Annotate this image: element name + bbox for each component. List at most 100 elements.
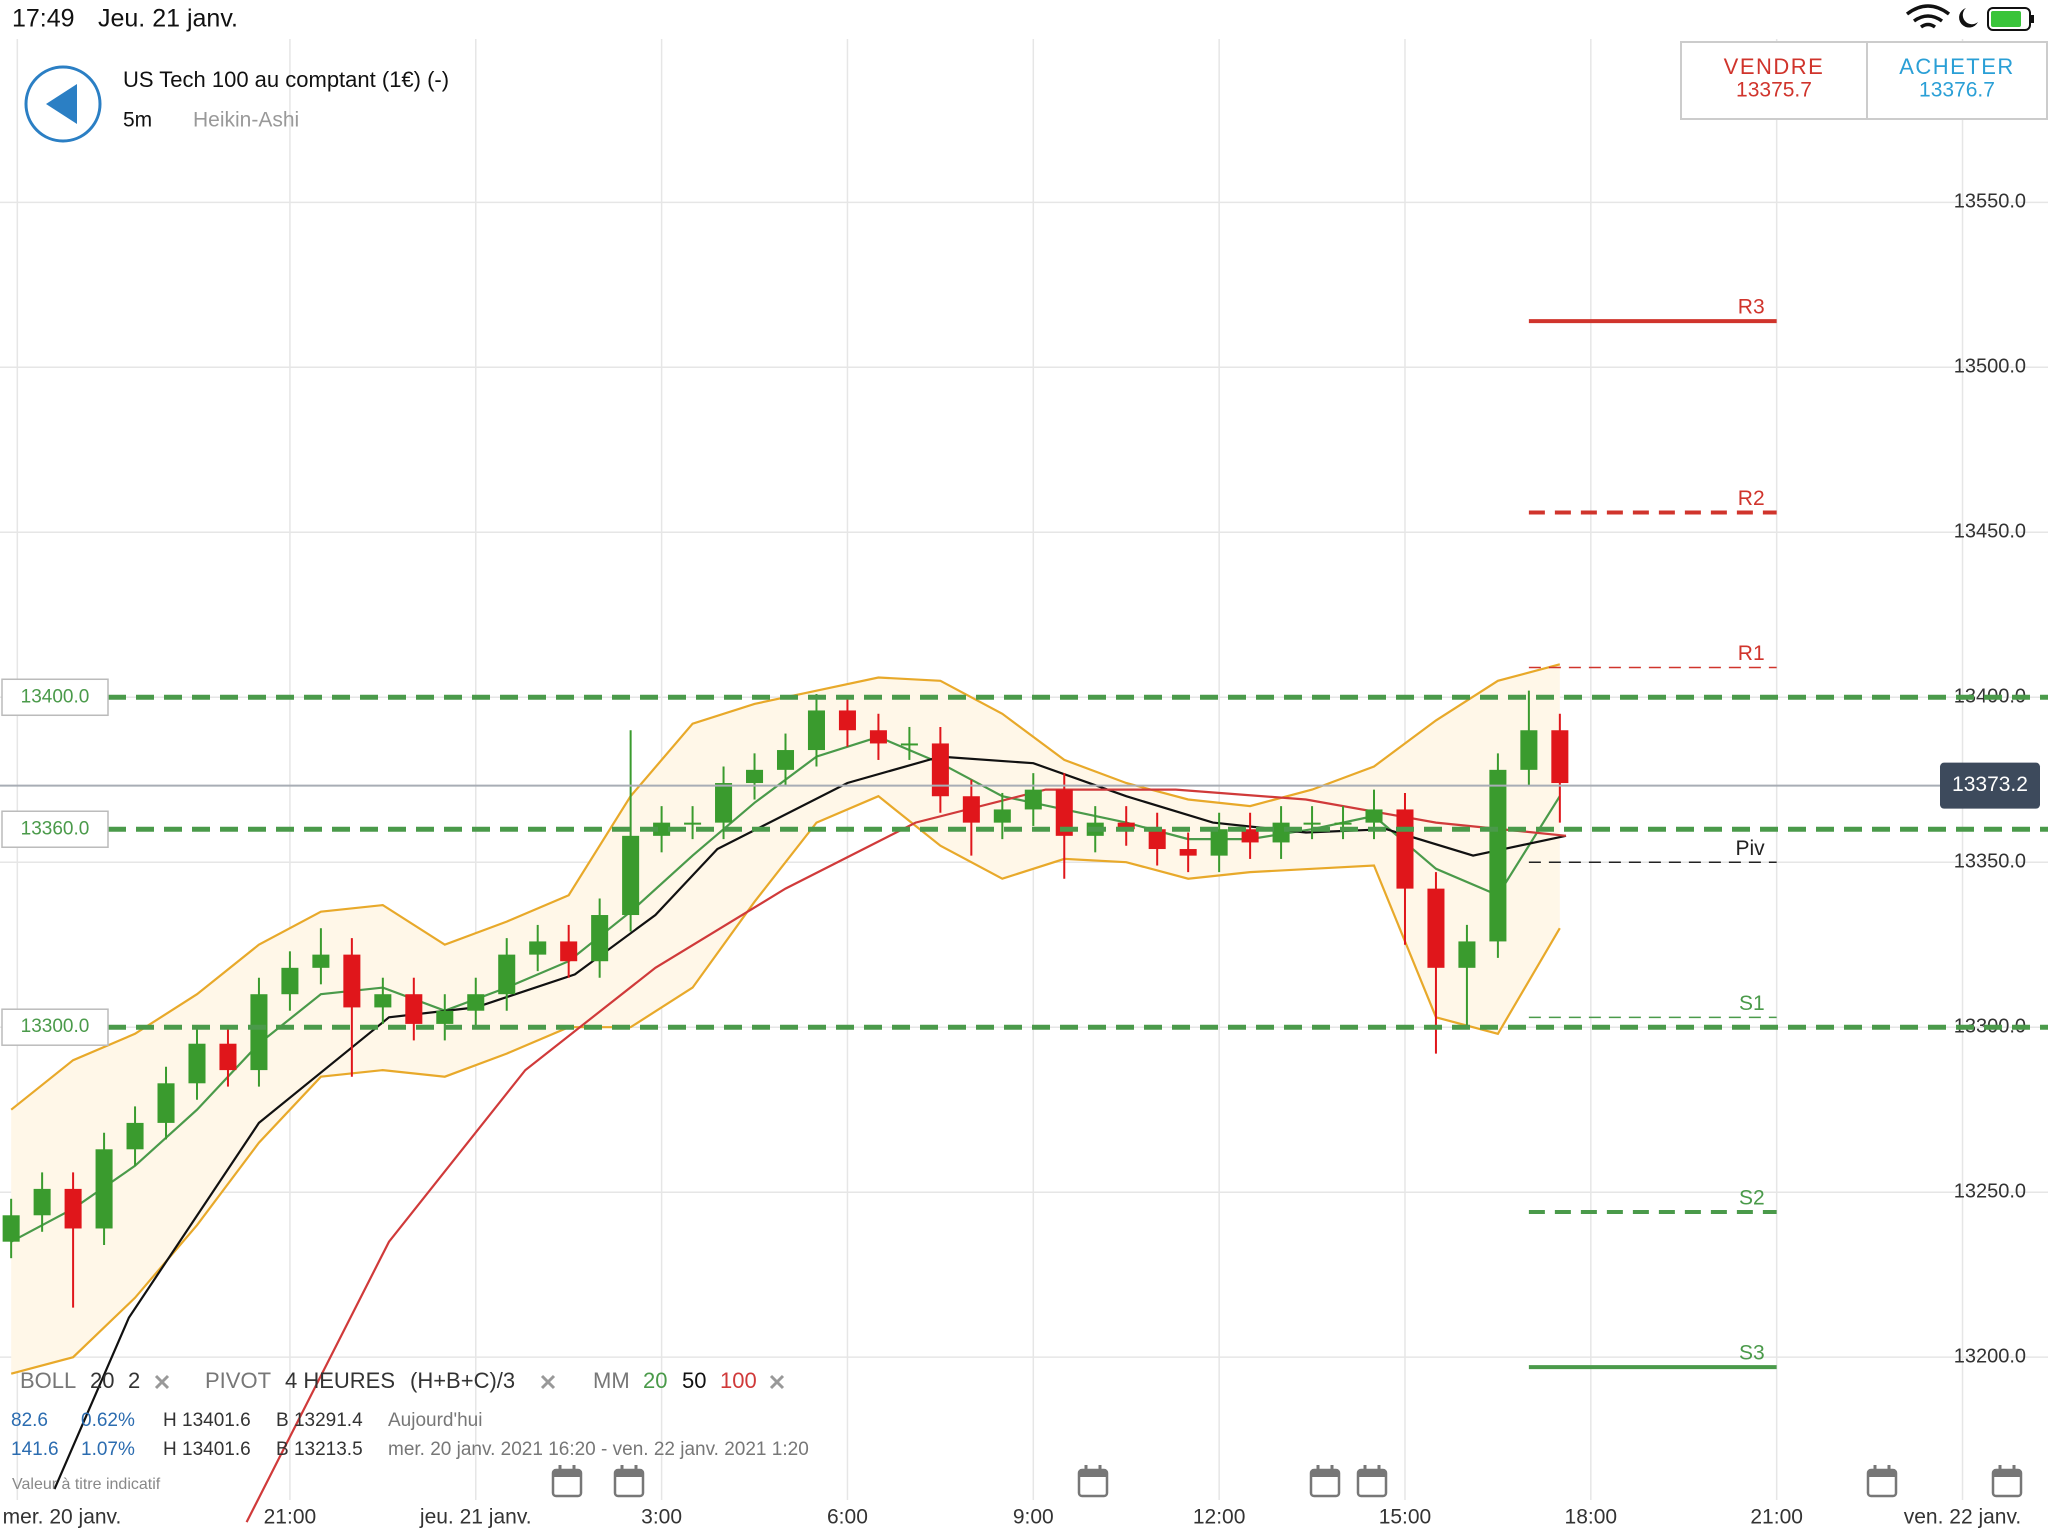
x-tick-label: 18:00 [1565, 1506, 1618, 1529]
boll-label[interactable]: BOLL [20, 1368, 76, 1393]
remove-mm[interactable] [769, 1374, 785, 1390]
bollinger-fill [11, 664, 1560, 1374]
battery-tip [2031, 15, 2034, 23]
back-button[interactable] [24, 65, 102, 143]
pivot-formula: (H+B+C)/3 [410, 1368, 515, 1393]
x-tick-label: 3:00 [641, 1506, 682, 1529]
timeframe[interactable]: 5m [123, 109, 152, 132]
calendar-rings[interactable] [1316, 1465, 1334, 1473]
candle-body [529, 941, 547, 955]
pivot-label: S2 [1739, 1187, 1765, 1210]
remove-pivot[interactable] [540, 1374, 556, 1390]
info-low: B 13213.5 [276, 1439, 363, 1460]
mm-legend-entry[interactable]: 100 [720, 1368, 757, 1393]
x-tick-label: 21:00 [1750, 1506, 1803, 1529]
candle-body [219, 1043, 237, 1071]
calendar-icon[interactable] [1077, 1465, 1109, 1498]
wifi-icon [1905, 4, 1951, 29]
pivot-label: S3 [1739, 1342, 1765, 1365]
calendar-top[interactable] [1079, 1470, 1107, 1477]
candle-body [157, 1083, 175, 1123]
pivot-label: R2 [1738, 487, 1765, 510]
button-label[interactable]: ACHETER [1899, 54, 2015, 79]
calendar-icon[interactable] [551, 1465, 583, 1498]
candle-body [653, 822, 671, 836]
candle-body [1148, 829, 1166, 850]
buy-button[interactable] [1866, 41, 2048, 120]
pivot-label: R1 [1738, 642, 1765, 665]
chart-style[interactable]: Heikin-Ashi [193, 109, 299, 132]
pivot-label: S1 [1739, 992, 1765, 1015]
candle-body [1272, 822, 1290, 843]
calendar-rings[interactable] [1998, 1465, 2016, 1473]
calendar-rings[interactable] [1873, 1465, 1891, 1473]
moving-average [53, 755, 1567, 1490]
calendar-top[interactable] [615, 1470, 643, 1477]
candle-body [188, 1043, 206, 1084]
calendar-icon[interactable] [1866, 1465, 1898, 1498]
mm-legend-entry[interactable]: 50 [682, 1368, 706, 1393]
info-range: mer. 20 janv. 2021 16:20 - ven. 22 janv.… [388, 1439, 809, 1460]
info-low: B 13291.4 [276, 1410, 363, 1431]
candle-body [343, 954, 361, 1008]
calendar-rings[interactable] [1084, 1465, 1102, 1473]
candle-body [993, 809, 1011, 823]
candle-body [95, 1149, 113, 1229]
pivot-period: 4 HEURES [285, 1368, 395, 1393]
candle-body [746, 769, 764, 784]
candle-body [64, 1188, 82, 1229]
info-high: H 13401.6 [163, 1410, 251, 1431]
last-price-box [1940, 762, 2040, 809]
alert-label-box[interactable] [1, 1008, 109, 1046]
candle-body [1055, 789, 1073, 836]
button-label[interactable]: VENDRE [1724, 54, 1825, 79]
alert-label-box[interactable] [1, 678, 109, 717]
info-points: 82.6 [11, 1410, 48, 1431]
calendar-icon[interactable] [1309, 1465, 1341, 1498]
candle-body [1520, 730, 1538, 770]
calendar-icon[interactable] [1356, 1465, 1388, 1498]
candle-body [715, 783, 733, 823]
battery-icon [1987, 7, 2031, 31]
instrument-name: US Tech 100 au comptant (1€) (-) [123, 67, 449, 92]
calendar-top[interactable] [1311, 1470, 1339, 1477]
pivot-label: R3 [1738, 296, 1765, 319]
button-price[interactable]: 13375.7 [1736, 79, 1812, 102]
candle-body [591, 915, 609, 962]
last-price-label: 13373.2 [1952, 773, 2028, 796]
info-points: 141.6 [11, 1439, 59, 1460]
bollinger-lower [10, 794, 1561, 1375]
calendar-top[interactable] [1993, 1470, 2021, 1477]
mm-label[interactable]: MM [593, 1368, 630, 1393]
calendar-rings[interactable] [620, 1465, 638, 1473]
calendar-icon[interactable] [613, 1465, 645, 1498]
alert-label-box[interactable] [1, 810, 109, 848]
info-percent: 1.07% [81, 1439, 135, 1460]
calendar-icon[interactable] [1991, 1465, 2023, 1498]
candle-body [1334, 822, 1352, 825]
candle-body [1241, 829, 1259, 843]
candle-body [33, 1188, 51, 1216]
x-tick-label: 12:00 [1193, 1506, 1246, 1529]
calendar-top[interactable] [553, 1470, 581, 1477]
pivot-label[interactable]: PIVOT [205, 1368, 271, 1393]
remove-boll[interactable] [154, 1374, 170, 1390]
back-arrow[interactable] [46, 84, 77, 124]
calendar-rings[interactable] [558, 1465, 576, 1473]
boll-dev: 2 [128, 1368, 140, 1393]
calendar-top[interactable] [1358, 1470, 1386, 1477]
y-tick-label: 13250.0 [1954, 1180, 2026, 1202]
calendar-top[interactable] [1868, 1470, 1896, 1477]
info-rows: 82.6 0.62% H 13401.6 B 13291.4 Aujourd'hui 14… [11, 1410, 809, 1460]
alert-label: 13400.0 [21, 686, 90, 707]
sell-button[interactable] [1680, 41, 1868, 120]
candle-body [684, 822, 702, 825]
mm-legend-entry[interactable]: 20 [643, 1368, 667, 1393]
candle-body [2, 1215, 20, 1242]
boll-period: 20 [90, 1368, 114, 1393]
button-price[interactable]: 13376.7 [1919, 79, 1995, 102]
calendar-rings[interactable] [1363, 1465, 1381, 1473]
candle-body [126, 1122, 144, 1150]
